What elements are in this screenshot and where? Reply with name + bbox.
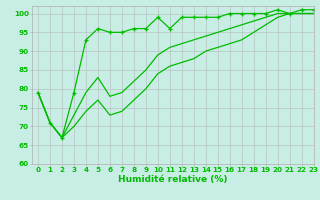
X-axis label: Humidité relative (%): Humidité relative (%)	[118, 175, 228, 184]
